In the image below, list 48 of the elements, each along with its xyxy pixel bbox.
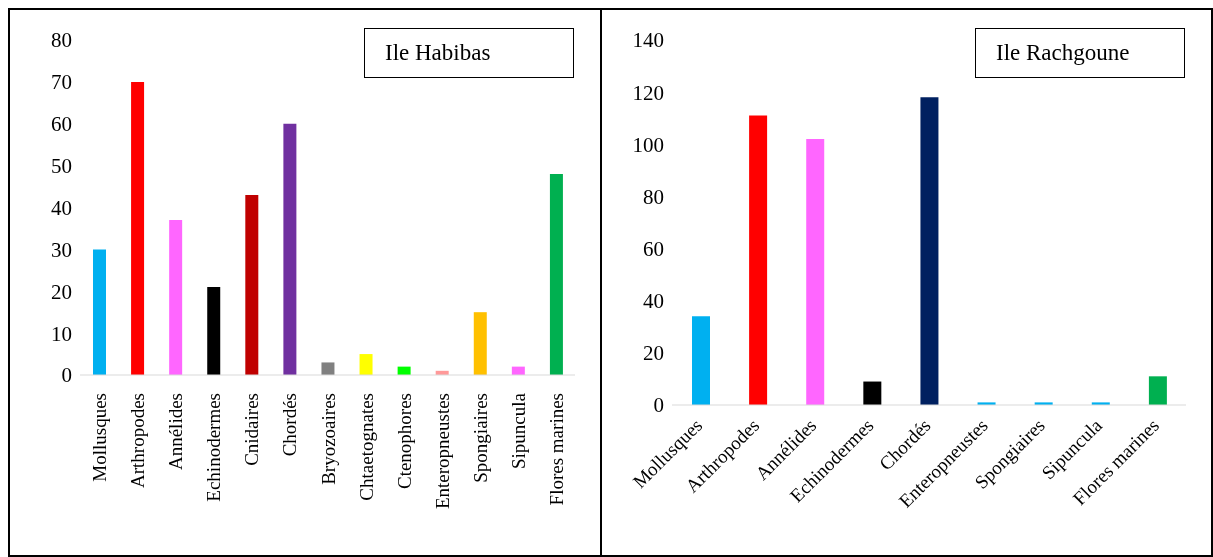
y-tick-label: 100 [632, 132, 664, 157]
bar [283, 123, 297, 375]
x-tick-label: Cnidaires [241, 393, 263, 466]
bar [920, 97, 939, 405]
y-tick-label: 20 [643, 341, 664, 366]
y-tick-label: 80 [51, 28, 72, 53]
y-tick-label: 20 [51, 279, 72, 304]
bar [93, 249, 106, 375]
bar [806, 139, 825, 405]
bar [473, 312, 487, 375]
y-tick-label: 30 [51, 237, 72, 262]
y-tick-label: 40 [643, 289, 664, 314]
y-tick-label: 60 [643, 237, 664, 262]
title-box: Ile Rachgoune [975, 28, 1185, 78]
x-tick-label: Echinodermes [203, 393, 225, 502]
y-tick-label: 40 [51, 195, 72, 220]
bar [131, 81, 145, 375]
bar [692, 316, 710, 405]
x-tick-label: Chordés [279, 393, 301, 457]
bar [169, 220, 183, 375]
y-tick-label: 70 [51, 70, 72, 95]
x-tick-label: Sipuncula [507, 392, 529, 469]
y-tick-label: 0 [61, 363, 72, 388]
title-box: Ile Habibas [364, 28, 574, 78]
y-tick-label: 140 [632, 28, 664, 53]
x-tick-label: Ctenophores [393, 393, 415, 490]
x-tick-label: Flores marines [545, 393, 567, 506]
y-tick-label: 50 [51, 154, 72, 179]
x-tick-label: Spongiaires [469, 393, 491, 483]
bar [549, 174, 563, 375]
bar [359, 354, 373, 375]
x-tick-label: Bryozoaires [317, 393, 339, 485]
y-tick-label: 0 [653, 393, 664, 418]
x-tick-label: Enteropneustes [431, 393, 453, 510]
bar [863, 381, 882, 405]
x-tick-label: Annélides [165, 393, 187, 471]
bar [321, 362, 335, 375]
x-tick-label: Arthropodes [127, 393, 149, 488]
y-tick-label: 120 [632, 80, 664, 105]
y-tick-label: 80 [643, 184, 664, 209]
x-tick-label: Chtaetognates [355, 393, 377, 501]
y-tick-label: 60 [51, 112, 72, 137]
y-tick-label: 10 [51, 321, 72, 346]
bar [245, 194, 259, 375]
bar [749, 115, 768, 405]
bar [207, 287, 221, 375]
bar [1148, 376, 1167, 405]
x-tick-label: Mollusques [89, 393, 111, 482]
